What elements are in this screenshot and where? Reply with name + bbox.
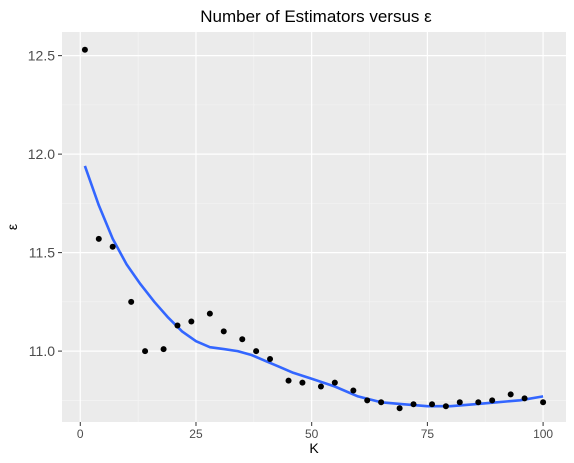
- data-point: [188, 318, 195, 325]
- plot-panel: [62, 32, 566, 422]
- x-tick-label: 25: [189, 427, 203, 441]
- data-point: [299, 379, 306, 386]
- x-tick-label: 75: [421, 427, 435, 441]
- data-point: [267, 355, 274, 362]
- smooth-trend-line: [83, 165, 544, 408]
- data-point: [253, 348, 260, 355]
- x-tick-label: 100: [533, 427, 553, 441]
- data-point: [489, 397, 496, 404]
- data-point: [521, 395, 528, 402]
- data-point: [206, 310, 213, 317]
- data-point: [507, 391, 514, 398]
- data-point: [160, 346, 167, 353]
- data-point: [410, 401, 417, 408]
- y-axis-ticks: 11.0 11.5 12.0 12.5: [28, 48, 62, 359]
- data-point: [456, 399, 463, 406]
- scatter-points-layer: [81, 46, 547, 412]
- data-point: [378, 399, 385, 406]
- data-point: [317, 383, 324, 390]
- data-point: [142, 348, 149, 355]
- data-point: [81, 46, 88, 53]
- data-point: [285, 377, 292, 384]
- data-point: [350, 387, 357, 394]
- chart-title: Number of Estimators versus ε: [200, 7, 432, 26]
- y-tick-label: 12.0: [28, 146, 55, 162]
- y-tick-label: 11.5: [29, 245, 55, 261]
- x-tick-label: 50: [305, 427, 319, 441]
- y-tick-label: 12.5: [28, 48, 55, 64]
- x-axis-title: K: [309, 440, 319, 456]
- data-point: [429, 401, 436, 408]
- data-point: [540, 399, 547, 406]
- data-point: [442, 403, 449, 410]
- data-point: [475, 399, 482, 406]
- data-point: [364, 397, 371, 404]
- x-axis-ticks: 0 25 50 75 100: [77, 422, 553, 441]
- minor-gridlines: [62, 32, 566, 422]
- data-point: [239, 336, 246, 343]
- data-point: [220, 328, 227, 335]
- data-point: [331, 379, 338, 386]
- smooth-curve-layer: [83, 165, 544, 408]
- data-point: [128, 298, 135, 305]
- data-point: [396, 405, 403, 412]
- data-point: [95, 235, 102, 242]
- x-tick-label: 0: [77, 427, 84, 441]
- y-tick-label: 11.0: [29, 343, 55, 359]
- y-axis-title: ε: [4, 224, 20, 230]
- data-point: [174, 322, 181, 329]
- data-point: [109, 243, 116, 250]
